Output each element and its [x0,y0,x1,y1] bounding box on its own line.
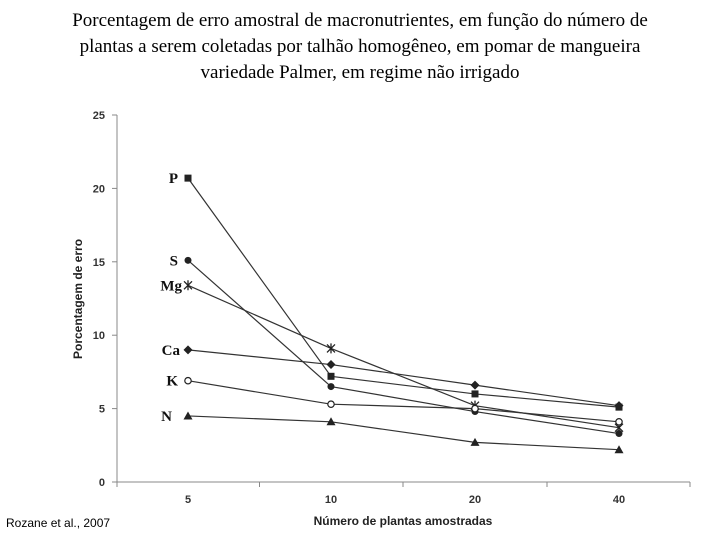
chart-title: Porcentagem de erro amostral de macronut… [20,8,700,86]
y-axis-label: Porcentagem de erro [71,239,85,359]
series-line-p [187,177,620,408]
y-tick-label: 20 [93,183,105,195]
data-point-n [183,411,193,420]
data-point-s [327,383,335,391]
data-point-p [471,390,479,398]
data-point-n [326,417,336,426]
series-label-ca: Ca [162,343,181,359]
data-point-ca [326,360,336,370]
series-line-n [187,415,620,451]
data-point-ca [183,345,193,355]
y-tick-label: 5 [99,404,105,416]
x-tick-label: 5 [185,494,191,506]
data-point-p [327,372,335,380]
chart-title-line-2: plantas a serem coletadas por talhão hom… [79,36,641,57]
data-point-s [615,430,623,438]
series-line-ca [187,349,620,407]
y-tick-label: 10 [93,330,105,342]
chart-title-line-1: Porcentagem de erro amostral de macronut… [72,10,648,31]
series-label-s: S [170,253,178,269]
series-line-k [187,380,620,423]
data-point-ca [614,401,624,411]
data-point-s [184,256,192,264]
x-tick-label: 40 [613,494,625,506]
data-point-n [470,437,480,446]
y-tick-label: 0 [99,477,105,489]
y-tick-label: 25 [93,110,105,122]
y-tick-label: 15 [93,257,105,269]
data-point-k [615,418,623,426]
x-tick-label: 10 [325,494,337,506]
series-label-mg: Mg [160,278,182,294]
data-point-k [327,400,335,408]
data-point-n [614,445,624,454]
series-line-mg [187,284,620,429]
x-tick-label: 20 [469,494,481,506]
series-label-p: P [169,171,178,187]
source-citation: Rozane et al., 2007 [6,516,111,530]
data-point-ca [470,380,480,390]
series-label-k: K [166,374,178,390]
data-point-mg [183,280,193,291]
series-label-n: N [161,409,172,425]
data-point-mg [326,343,336,354]
x-axis-label: Número de plantas amostradas [314,514,493,528]
chart-title-line-3: variedade Palmer, em regime não irrigado [200,62,520,83]
data-point-k [184,376,192,385]
series-line-s [187,259,620,435]
data-point-k [471,404,479,413]
data-point-p [184,174,192,182]
